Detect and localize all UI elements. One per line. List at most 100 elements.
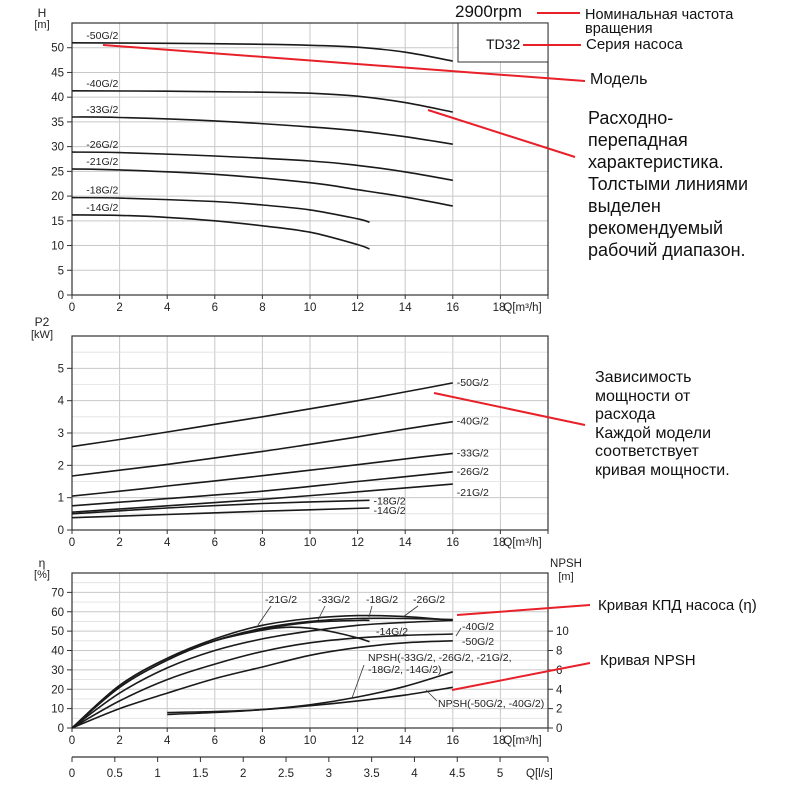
x2-tick-label: 1 — [154, 768, 160, 780]
leader-line — [402, 605, 419, 618]
curve-label: -18G/2 — [366, 594, 398, 606]
power-curve-annotation: Зависимость мощности от расхода Каждой м… — [595, 369, 730, 480]
curve-label: -40G/2 — [457, 416, 489, 428]
curve-label: -14G/2 — [374, 505, 406, 517]
curve-18g2 — [71, 196, 370, 224]
leader-line — [455, 627, 462, 637]
x-tick-label: 18 — [493, 735, 506, 747]
curve-14g2 — [71, 214, 370, 250]
curve-26g2 — [71, 617, 453, 729]
curve-40g2 — [71, 633, 453, 729]
x-tick-label: 4 — [164, 537, 171, 549]
x-tick-label: 4 — [164, 302, 171, 314]
curve-label: -14G/2 — [86, 202, 118, 214]
curve-26g2 — [71, 471, 453, 507]
curve-label: -26G/2 — [413, 594, 445, 606]
x2-tick-label: 2 — [240, 768, 246, 780]
curve-21g2 — [71, 483, 453, 513]
y-tick-label: 5 — [58, 363, 64, 375]
annotation-line: Расходно- — [588, 108, 674, 128]
annotation-line: кривая мощности. — [595, 461, 730, 479]
x-tick-label: 16 — [446, 537, 459, 549]
y2-tick-label: 6 — [556, 665, 562, 677]
curve-label: -40G/2 — [86, 78, 118, 90]
x-tick-label: 2 — [116, 302, 122, 314]
curve-14g2 — [71, 507, 370, 519]
x-tick-label: 10 — [304, 537, 317, 549]
y2-axis-label: NPSH — [550, 558, 582, 570]
x2-tick-label: 4.5 — [449, 768, 465, 780]
curve-26g2 — [71, 151, 453, 182]
x-tick-label: 14 — [399, 735, 412, 747]
y-tick-label: 40 — [51, 646, 64, 658]
x-tick-label: 0 — [69, 537, 75, 549]
x-tick-label: 8 — [259, 735, 265, 747]
efficiency-pointer-line — [456, 604, 591, 616]
x-tick-label: 8 — [259, 537, 265, 549]
y-tick-label: 0 — [58, 723, 64, 735]
y-tick-label: 20 — [51, 191, 64, 203]
y2-tick-label: 4 — [556, 684, 563, 696]
y-tick-label: 60 — [51, 607, 64, 619]
y2-tick-label: 2 — [556, 704, 562, 716]
y-axis-label: P2 — [35, 315, 50, 329]
npsh-curve-1 — [167, 671, 454, 716]
x-tick-label: 6 — [212, 735, 218, 747]
y-tick-label: 25 — [51, 166, 64, 178]
curve-50g2 — [71, 640, 453, 729]
npsh-curve-annotation: Кривая NPSH — [600, 652, 696, 669]
annotation-line: Толстыми линиями — [588, 174, 749, 194]
annotation-line: Зависимость — [595, 369, 692, 386]
x-axis-label: Q[m³/h] — [503, 735, 541, 747]
head-curve-pointer-line — [427, 109, 576, 158]
speed-annotation-line: Номинальная частота — [585, 7, 734, 23]
y-tick-label: 1 — [58, 493, 64, 505]
curve-label: -21G/2 — [86, 156, 118, 168]
x-tick-label: 14 — [399, 302, 412, 314]
curve-label: -21G/2 — [265, 594, 297, 606]
y-tick-label: 70 — [51, 587, 64, 599]
x2-tick-label: 5 — [497, 768, 503, 780]
y-tick-label: 0 — [58, 290, 64, 302]
curve-50g2 — [71, 42, 453, 62]
x2-tick-label: 4 — [411, 768, 418, 780]
y-tick-label: 15 — [51, 216, 64, 228]
series-badge-box — [457, 22, 549, 63]
power-curve-pointer-line — [433, 392, 586, 426]
npsh-curve-label: NPSH(-33G/2, -26G/2, -21G/2, — [368, 652, 512, 664]
curve-label: -18G/2 — [86, 185, 118, 197]
y2-tick-label: 8 — [556, 646, 562, 658]
x-tick-label: 18 — [493, 302, 506, 314]
leader-line — [317, 605, 326, 621]
y2-tick-label: 0 — [556, 723, 562, 735]
x-tick-label: 0 — [69, 735, 75, 747]
chart-panel-2 — [67, 335, 549, 534]
curve-label: -33G/2 — [86, 104, 118, 116]
y2-tick-label: 10 — [556, 626, 569, 638]
curve-21g2 — [71, 168, 453, 207]
x2-tick-label: 3 — [326, 768, 332, 780]
y-tick-label: 40 — [51, 92, 64, 104]
x-tick-label: 4 — [164, 735, 171, 747]
y-tick-label: 0 — [58, 525, 64, 537]
x-tick-label: 2 — [116, 537, 122, 549]
annotation-line: мощности от — [595, 387, 691, 405]
npsh-curve-label: -18G/2, -14G/2) — [368, 664, 442, 676]
x2-tick-label: 0.5 — [107, 768, 123, 780]
y-axis-label: H — [38, 6, 47, 20]
curve-40g2 — [71, 90, 453, 113]
x-tick-label: 0 — [69, 302, 75, 314]
y-tick-label: 30 — [51, 665, 64, 677]
x-tick-label: 12 — [351, 735, 364, 747]
curve-33g2 — [71, 619, 453, 729]
y-axis-unit: [kW] — [31, 329, 53, 341]
x-tick-label: 16 — [446, 302, 459, 314]
leader-line — [368, 605, 373, 618]
x2-tick-label: 0 — [69, 768, 75, 780]
y-axis-label: η — [39, 556, 46, 570]
curve-label: -21G/2 — [457, 487, 489, 499]
y-tick-label: 50 — [51, 43, 64, 55]
x-tick-label: 16 — [446, 735, 459, 747]
curve-label: -18G/2 — [374, 495, 406, 507]
annotation-line: расхода — [595, 406, 656, 423]
